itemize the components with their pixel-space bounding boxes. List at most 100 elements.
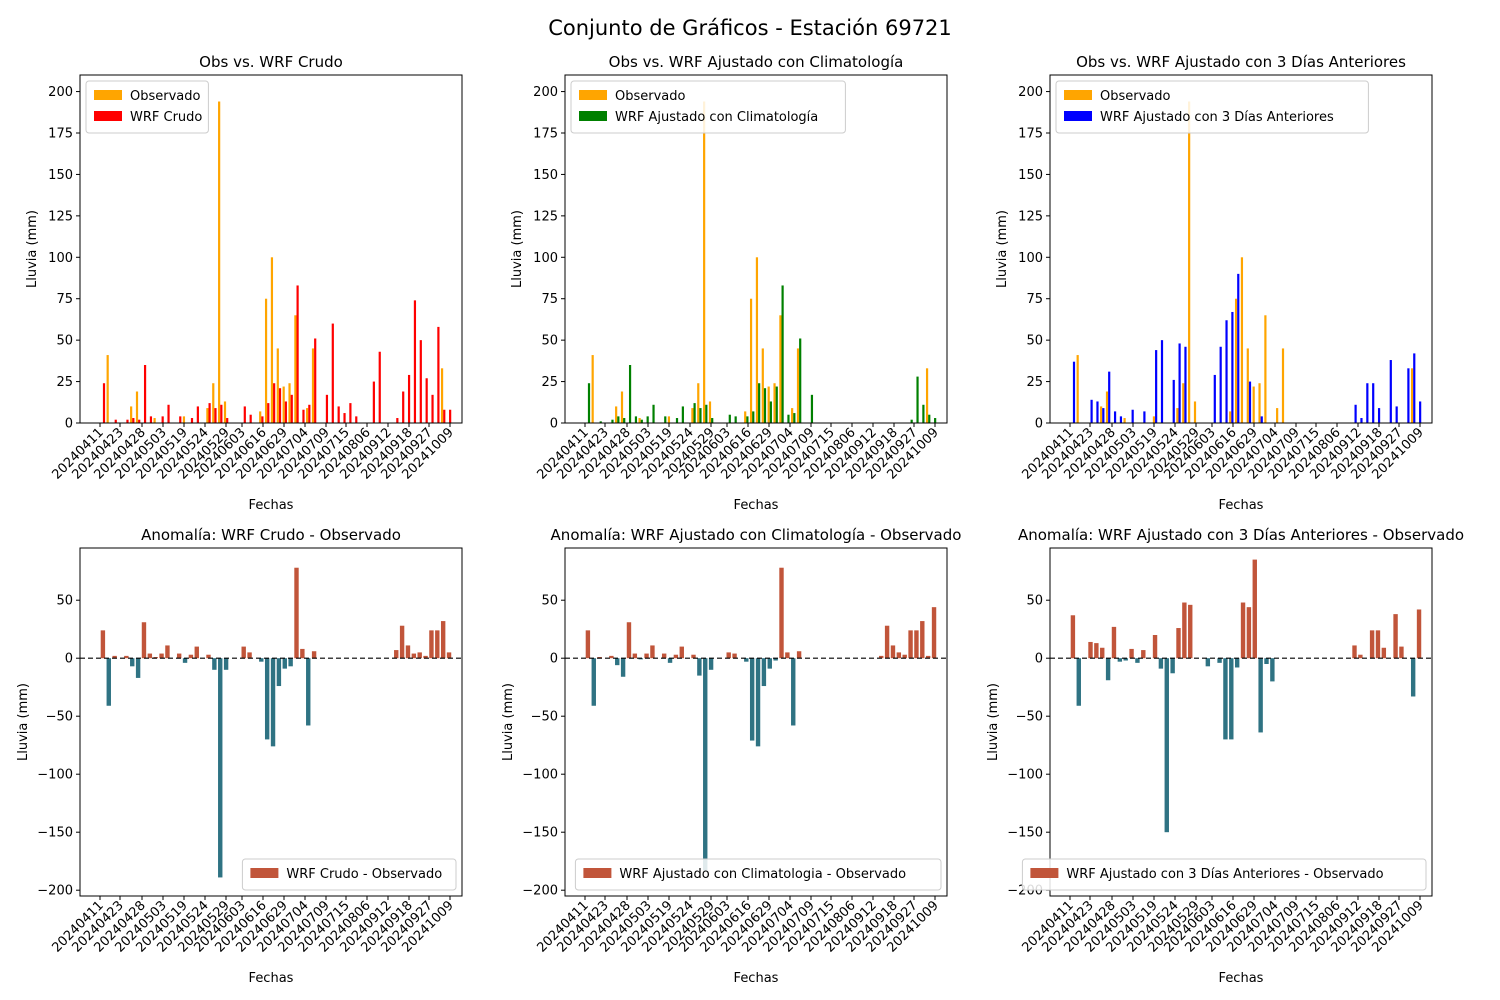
bar <box>1102 408 1105 423</box>
bar <box>182 416 186 423</box>
legend-label: WRF Crudo - Observado <box>286 867 442 882</box>
bar <box>411 653 417 659</box>
bar <box>1176 408 1179 423</box>
bar <box>675 418 679 423</box>
bar <box>182 658 188 663</box>
bar <box>697 383 700 423</box>
legend-swatch <box>1064 111 1092 121</box>
bar <box>440 368 444 423</box>
bar <box>667 658 673 663</box>
bar <box>1223 658 1228 740</box>
bar <box>394 650 399 659</box>
chart-panel-5: Anomalía: WRF Ajustado con Climatología … <box>501 526 961 986</box>
bar <box>1240 257 1244 423</box>
bar <box>443 409 446 423</box>
bar <box>314 338 317 423</box>
bar <box>378 351 381 423</box>
bar <box>190 418 194 423</box>
bar <box>615 658 620 666</box>
y-tick-label: 100 <box>48 251 73 266</box>
bar <box>372 381 375 423</box>
bar <box>925 655 931 659</box>
legend: WRF Ajustado con Climatologia - Observad… <box>574 858 942 891</box>
bar <box>1246 348 1249 423</box>
bar <box>282 658 287 669</box>
y-tick-label: 125 <box>533 209 558 224</box>
bar <box>294 567 299 659</box>
bar <box>628 365 632 423</box>
bar <box>1108 371 1111 423</box>
bar <box>611 419 614 423</box>
bar <box>399 625 405 659</box>
bar <box>165 645 170 659</box>
legend-swatch <box>94 111 122 121</box>
y-axis-label: Lluvia (mm) <box>995 210 1010 288</box>
bar <box>587 383 591 423</box>
bar <box>273 383 276 423</box>
bar <box>1234 298 1238 423</box>
bar <box>1131 409 1134 423</box>
y-axis-label: Lluvia (mm) <box>986 683 1001 761</box>
bar <box>910 419 913 423</box>
bar <box>1270 658 1275 682</box>
bar <box>1213 374 1216 423</box>
bar <box>141 622 147 659</box>
bar <box>306 408 309 423</box>
bar <box>138 419 141 423</box>
bar <box>1123 418 1126 423</box>
bar <box>1094 643 1099 659</box>
x-axis-label: Fechas <box>1219 498 1264 513</box>
bar <box>1205 658 1211 667</box>
y-tick-label: 50 <box>1026 334 1043 349</box>
bar <box>1160 340 1164 423</box>
bar <box>591 658 596 706</box>
y-tick-label: 200 <box>48 85 73 100</box>
bar <box>599 421 602 423</box>
bar <box>890 645 896 659</box>
bar <box>1182 383 1185 423</box>
bar <box>264 298 268 423</box>
bar <box>1100 406 1103 423</box>
series-1 <box>1070 559 1422 833</box>
bar <box>130 658 135 667</box>
bar <box>261 416 264 423</box>
bar <box>1281 348 1285 423</box>
bar <box>1389 360 1392 423</box>
chart-panel-6: Anomalía: WRF Ajustado con 3 Días Anteri… <box>986 526 1464 986</box>
bar <box>728 414 731 423</box>
bar <box>114 419 117 423</box>
bar <box>276 348 279 423</box>
bar <box>749 658 755 741</box>
bar <box>1352 645 1357 659</box>
legend-swatch <box>1030 868 1059 878</box>
chart-title: Obs vs. WRF Ajustado con Climatología <box>609 53 904 71</box>
bar <box>290 394 293 423</box>
series-1 <box>106 101 444 423</box>
bar <box>755 257 759 423</box>
bar <box>615 406 618 423</box>
bar <box>446 652 452 659</box>
bar <box>1372 383 1375 423</box>
bar <box>223 401 227 423</box>
bar <box>1395 406 1398 423</box>
y-tick-label: 50 <box>541 594 558 609</box>
bar <box>785 652 790 659</box>
y-tick-label: 0 <box>65 417 73 432</box>
bar <box>752 411 755 423</box>
bar <box>284 401 287 423</box>
bar <box>435 630 440 659</box>
bar <box>1170 658 1175 674</box>
legend-swatch <box>579 111 607 121</box>
bar <box>1072 361 1076 423</box>
bar <box>1155 350 1158 423</box>
bar <box>226 418 229 423</box>
bar <box>1229 658 1234 740</box>
bar <box>691 408 694 423</box>
bar <box>791 408 794 423</box>
bar <box>1217 658 1222 663</box>
bar <box>1252 559 1257 659</box>
bar <box>349 403 352 423</box>
bar <box>711 418 714 423</box>
bar <box>1416 609 1422 659</box>
legend-box <box>570 80 846 134</box>
